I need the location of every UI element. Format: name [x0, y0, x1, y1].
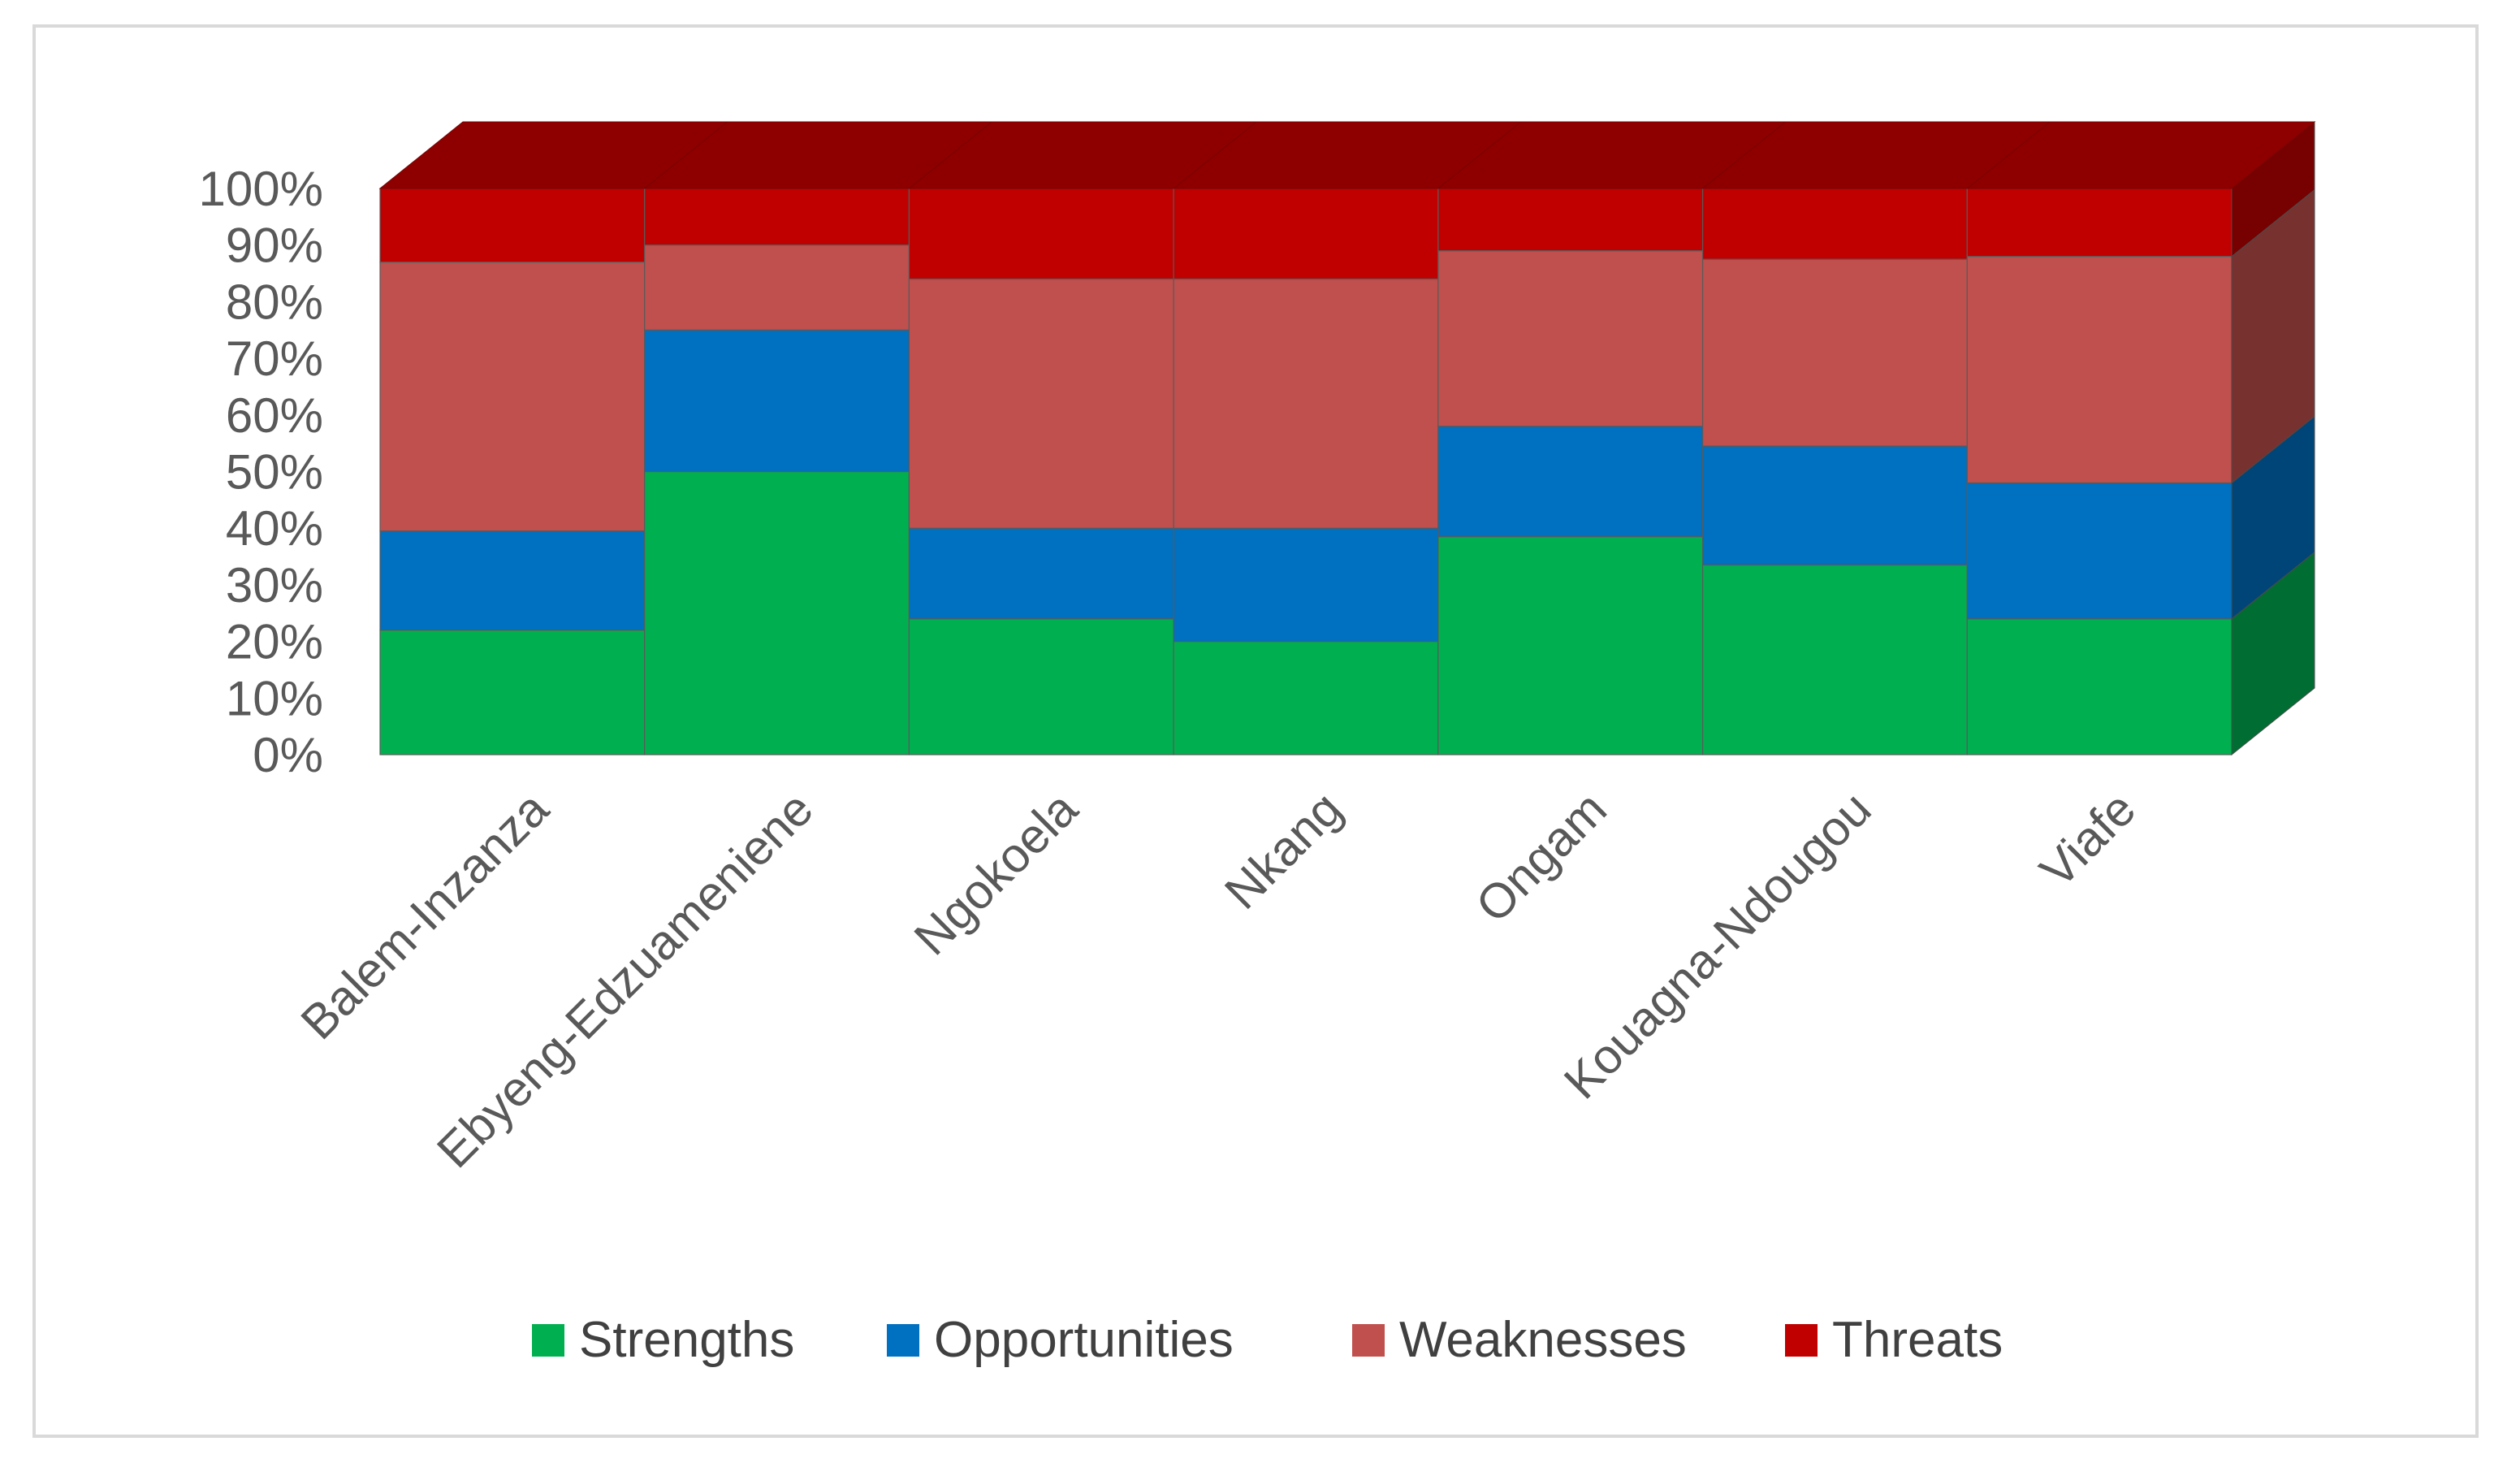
depth-side-group [2231, 120, 2315, 756]
legend-swatch [1785, 1324, 1818, 1357]
bar-top-viafe [1965, 121, 2316, 189]
bar-weaknesses-viafe [1966, 256, 2233, 484]
legend-label: Weaknesses [1399, 1312, 1687, 1368]
legend-swatch [887, 1324, 919, 1357]
bar-opportunities-ngokoela [908, 527, 1174, 620]
y-tick-label: 50% [226, 445, 323, 500]
y-tick-label: 80% [226, 275, 323, 329]
x-category-label: Ongam [1465, 781, 1617, 933]
y-tick-label: 100% [199, 162, 323, 216]
bar-threats-ongam [1437, 188, 1704, 252]
bar-weaknesses-nkang [1173, 278, 1439, 529]
bar-strengths-viafe [1966, 618, 2233, 755]
legend-label: Opportunities [934, 1312, 1234, 1368]
y-tick-label: 0% [253, 728, 323, 782]
legend-swatch [1352, 1324, 1385, 1357]
x-category-label: Viafe [2029, 781, 2146, 898]
bar-threats-ebyeng-edzuameniene [644, 188, 910, 246]
legend-label: Strengths [579, 1312, 794, 1368]
bar-opportunities-balem-inzanza [379, 530, 646, 631]
y-tick-label: 10% [226, 671, 323, 725]
legend-label: Threats [1832, 1312, 2003, 1368]
y-tick-label: 70% [226, 331, 323, 386]
bar-threats-kouagna-ndougou [1701, 188, 1968, 260]
bar-opportunities-kouagna-ndougou [1701, 445, 1968, 566]
bar-threats-ngokoela [908, 188, 1174, 280]
x-category-label: Balem-Inzanza [291, 781, 560, 1050]
bar-threats-viafe [1966, 188, 2233, 258]
legend-item-threats: Threats [1785, 1312, 2003, 1368]
legend-swatch [532, 1324, 564, 1357]
bar-weaknesses-ebyeng-edzuameniene [644, 245, 910, 331]
bar-weaknesses-ngokoela [908, 278, 1174, 529]
bar-opportunities-ebyeng-edzuameniene [644, 329, 910, 473]
bar-threats-nkang [1173, 188, 1439, 280]
y-tick-label: 30% [226, 558, 323, 612]
bar-opportunities-viafe [1966, 482, 2233, 620]
legend-item-weaknesses: Weaknesses [1352, 1312, 1687, 1368]
y-tick-label: 90% [226, 219, 323, 273]
bar-strengths-ebyeng-edzuameniene [644, 470, 910, 755]
bar-threats-balem-inzanza [379, 188, 646, 263]
bar-weaknesses-ongam [1437, 250, 1704, 427]
bar-strengths-balem-inzanza [379, 630, 646, 755]
x-category-label: Nkang [1214, 781, 1352, 920]
depth-top-group [378, 121, 2316, 189]
legend-item-strengths: Strengths [532, 1312, 794, 1368]
bar-strengths-ngokoela [908, 618, 1174, 755]
legend-item-opportunities: Opportunities [887, 1312, 1234, 1368]
bar-opportunities-ongam [1437, 426, 1704, 538]
y-tick-label: 40% [226, 501, 323, 556]
x-category-label: Ngokoela [904, 781, 1088, 965]
bar-strengths-nkang [1173, 640, 1439, 755]
y-tick-label: 60% [226, 388, 323, 443]
bar-opportunities-nkang [1173, 527, 1439, 643]
legend: Strengths Opportunities Weaknesses Threats [532, 1312, 2003, 1368]
bar-strengths-kouagna-ndougou [1701, 564, 1968, 755]
y-axis-ticks: 0%10%20%30%40%50%60%70%80%90%100% [199, 162, 323, 782]
bar-weaknesses-kouagna-ndougou [1701, 258, 1968, 447]
y-tick-label: 20% [226, 615, 323, 669]
bar-weaknesses-balem-inzanza [379, 262, 646, 532]
bars-group [379, 188, 2233, 755]
bar-strengths-ongam [1437, 536, 1704, 755]
